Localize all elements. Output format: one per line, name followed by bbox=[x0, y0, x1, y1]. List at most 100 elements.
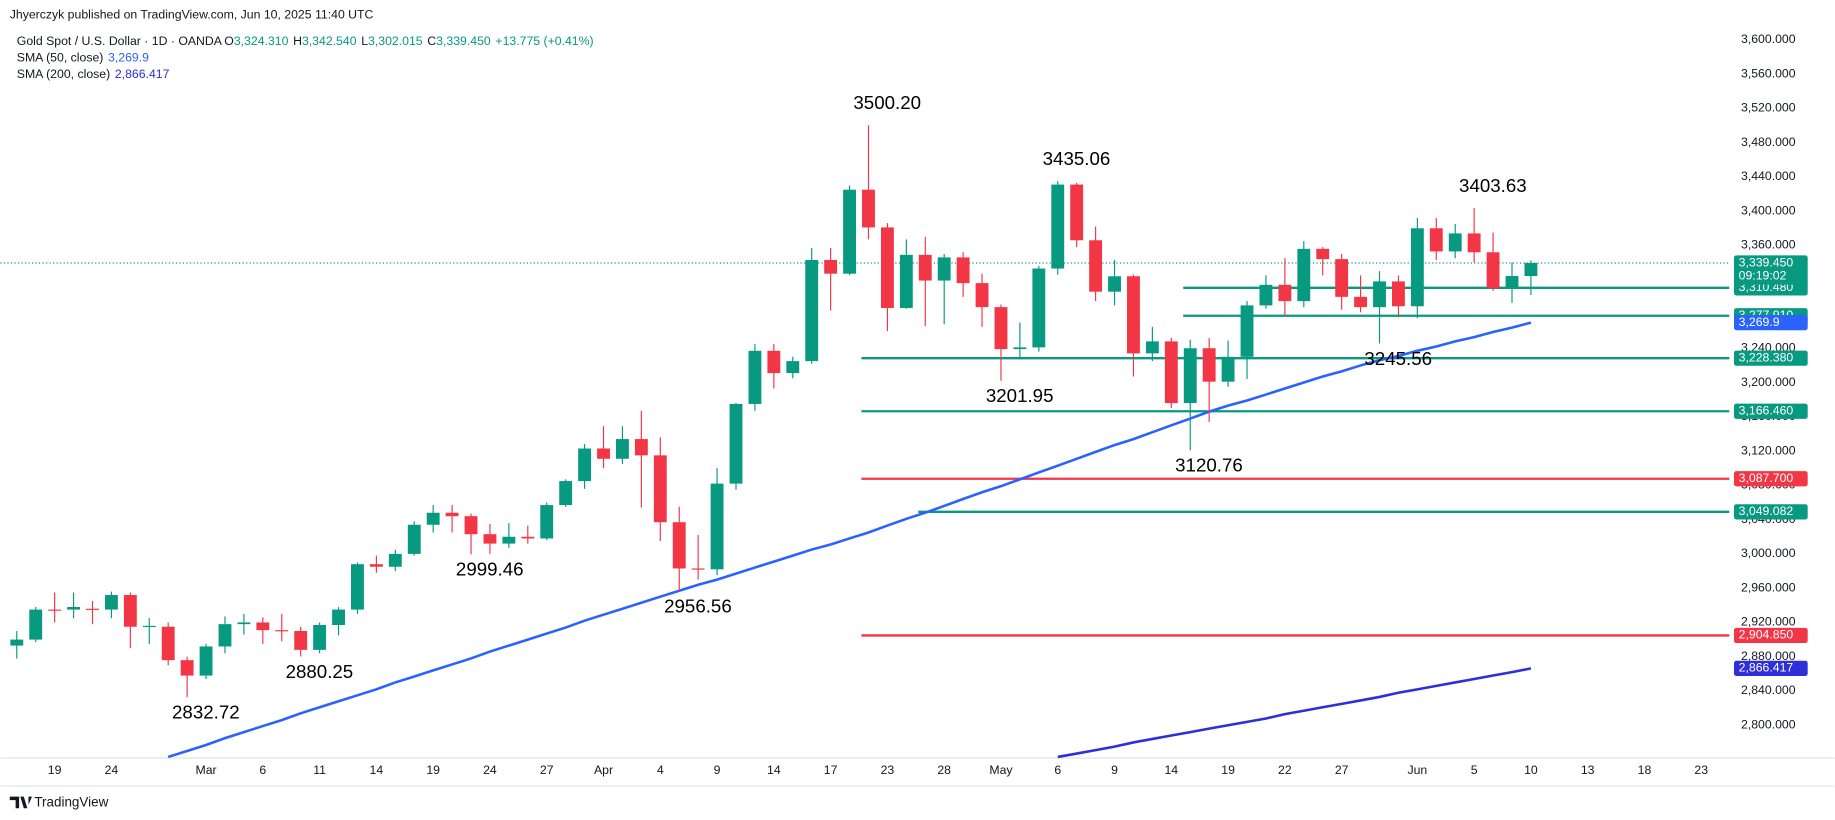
price-annotation: 3500.20 bbox=[853, 92, 921, 113]
x-tick-label: 14 bbox=[1164, 763, 1178, 777]
price-annotation: 2880.25 bbox=[286, 661, 354, 682]
footer-logo: TradingView bbox=[9, 795, 109, 810]
candle-body bbox=[180, 660, 194, 676]
candle-body bbox=[616, 439, 629, 459]
x-tick-label: 14 bbox=[767, 763, 781, 777]
y-tick-label: 3,440.000 bbox=[1741, 169, 1796, 183]
price-box-label: 3,166.460 bbox=[1739, 404, 1794, 418]
publisher: Jhyerczyk published on TradingView.com, … bbox=[10, 7, 374, 21]
price-box-label: 3,269.9 bbox=[1739, 315, 1780, 329]
y-tick-label: 3,360.000 bbox=[1741, 238, 1796, 252]
candle-body bbox=[767, 350, 781, 374]
y-tick-label: 2,960.000 bbox=[1741, 580, 1796, 594]
y-tick-label: 3,480.000 bbox=[1741, 135, 1796, 149]
x-tick-label: 24 bbox=[105, 763, 119, 777]
candle-body bbox=[1429, 228, 1443, 252]
candle-body bbox=[1051, 184, 1065, 269]
logo-mark bbox=[9, 796, 32, 809]
ohlc-value: 3,342.540 bbox=[302, 34, 357, 48]
candle-body bbox=[1486, 252, 1500, 289]
y-tick-label: 2,800.000 bbox=[1741, 718, 1796, 732]
candle-body bbox=[862, 189, 875, 228]
candle-body bbox=[1013, 347, 1027, 350]
candle-body bbox=[1221, 356, 1235, 382]
candle-body bbox=[729, 403, 743, 484]
candle-body bbox=[1032, 268, 1046, 348]
candle-body bbox=[351, 564, 364, 610]
candle-body bbox=[691, 568, 705, 570]
sma-name: SMA (200, close) bbox=[17, 67, 110, 81]
candle-body bbox=[1373, 281, 1386, 308]
ohlc-key: C bbox=[427, 34, 436, 48]
change: +13.775 (+0.41%) bbox=[495, 34, 593, 48]
candle-body bbox=[653, 455, 667, 523]
candle-body bbox=[937, 257, 951, 281]
candle-body bbox=[275, 630, 289, 632]
candle-body bbox=[464, 516, 478, 535]
candle-body bbox=[559, 481, 573, 506]
candle-body bbox=[1524, 263, 1538, 276]
sma-value: 2,866.417 bbox=[115, 67, 170, 81]
y-tick-label: 3,200.000 bbox=[1741, 375, 1796, 389]
candle-body bbox=[48, 609, 62, 611]
candle-body bbox=[975, 283, 989, 308]
sma-line bbox=[167, 321, 1532, 759]
candle-body bbox=[237, 622, 251, 625]
ohlc-value: 3,324.310 bbox=[234, 34, 289, 48]
x-tick-label: 27 bbox=[540, 763, 554, 777]
candle-body bbox=[86, 608, 99, 610]
price-box bbox=[1733, 350, 1808, 366]
x-tick-label: 14 bbox=[370, 763, 384, 777]
candle-body bbox=[445, 512, 459, 517]
candle-body bbox=[1410, 228, 1424, 307]
candle-body bbox=[1202, 348, 1216, 382]
candle-body bbox=[313, 625, 327, 650]
candle-body bbox=[824, 259, 838, 274]
x-tick-label: 10 bbox=[1524, 763, 1538, 777]
ohlc-key: H bbox=[293, 34, 302, 48]
candle-body bbox=[578, 448, 592, 482]
ohlc-value: 3,339.450 bbox=[436, 34, 491, 48]
x-tick-label: 4 bbox=[657, 763, 664, 777]
price-annotation: 3435.06 bbox=[1043, 148, 1111, 169]
candle-body bbox=[256, 622, 270, 631]
candle-body bbox=[843, 189, 856, 274]
candle-body bbox=[1354, 296, 1368, 308]
x-tick-label: 18 bbox=[1638, 763, 1652, 777]
candle-body bbox=[1240, 305, 1254, 357]
candle-body bbox=[1448, 233, 1462, 252]
price-annotation: 3201.95 bbox=[986, 385, 1054, 406]
x-tick-label: 19 bbox=[1221, 763, 1235, 777]
y-tick-label: 2,920.000 bbox=[1741, 615, 1796, 629]
candle-body bbox=[994, 307, 1008, 350]
x-tick-label: 9 bbox=[1111, 763, 1118, 777]
x-tick-label: 23 bbox=[881, 763, 895, 777]
candle-body bbox=[1108, 276, 1121, 292]
candle-body bbox=[1127, 276, 1140, 354]
ohlc-key: L bbox=[361, 34, 368, 48]
candle-body bbox=[918, 254, 932, 281]
candle-body bbox=[407, 524, 421, 554]
candle-body bbox=[1335, 259, 1349, 297]
candle-body bbox=[1316, 248, 1330, 260]
candle-body bbox=[1089, 240, 1103, 292]
y-tick-label: 3,520.000 bbox=[1741, 101, 1796, 115]
candle-body bbox=[369, 564, 383, 567]
candle-body bbox=[597, 448, 610, 459]
x-tick-label: 27 bbox=[1335, 763, 1349, 777]
candle-body bbox=[1259, 284, 1273, 306]
candle-body bbox=[142, 625, 156, 628]
x-tick-label: Mar bbox=[195, 763, 216, 777]
y-tick-label: 3,560.000 bbox=[1741, 66, 1796, 80]
price-box bbox=[1733, 403, 1808, 419]
x-tick-label: 11 bbox=[313, 763, 326, 777]
x-tick-label: 6 bbox=[259, 763, 266, 777]
candle-body bbox=[483, 534, 497, 544]
candle-body bbox=[218, 624, 232, 647]
candle-body bbox=[199, 646, 213, 676]
price-box bbox=[1733, 315, 1808, 331]
ohlc-value: 3,302.015 bbox=[368, 34, 423, 48]
candle-body bbox=[899, 254, 913, 308]
candle-body bbox=[805, 259, 819, 362]
